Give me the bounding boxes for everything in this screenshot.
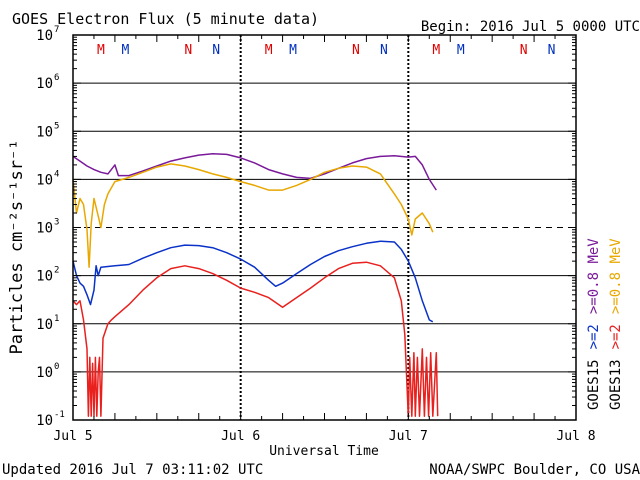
x-axis-ticks: Jul 5 Jul 6 Jul 7 Jul 8 <box>53 35 596 444</box>
mn-marker: M <box>457 43 465 58</box>
y-tick-label: 10 <box>36 76 53 92</box>
series-group <box>72 153 439 417</box>
mn-marker: M <box>97 43 105 58</box>
x-tick-label: Jul 6 <box>221 429 260 444</box>
series-line <box>72 261 439 417</box>
plot-frame <box>72 34 577 421</box>
mn-marker: N <box>184 43 192 58</box>
right-legend: GOES15 >=2 >=0.8 MeV GOES13 >=2 >=0.8 MeV <box>586 238 624 410</box>
y-tick-exponent: 5 <box>54 121 59 131</box>
legend-column: GOES13 >=2 >=0.8 MeV <box>608 238 624 410</box>
begin-label: Begin: 2016 Jul 5 0000 UTC <box>421 19 640 35</box>
y-tick-exponent: 1 <box>54 314 59 324</box>
y-tick-label: 10 <box>36 221 53 237</box>
mn-marker: N <box>212 43 220 58</box>
mn-marker: M <box>265 43 273 58</box>
legend-label: GOES13 <box>608 359 624 410</box>
y-tick-exponent: 0 <box>54 362 59 372</box>
mn-marker: N <box>548 43 556 58</box>
x-tick-label: Jul 7 <box>389 429 428 444</box>
legend-label: GOES15 <box>586 359 602 410</box>
credit-label: NOAA/SWPC Boulder, CO USA <box>429 462 640 478</box>
y-tick-exponent: 3 <box>54 218 59 228</box>
series-line <box>72 240 434 323</box>
grid-lines <box>73 35 576 420</box>
updated-timestamp: Updated 2016 Jul 7 03:11:02 UTC <box>2 462 263 478</box>
y-tick-label: 10 <box>36 124 53 140</box>
x-tick-label: Jul 8 <box>556 429 595 444</box>
y-tick-exponent: 4 <box>54 169 59 179</box>
y-tick-label: 10 <box>36 413 53 429</box>
mn-marker: N <box>380 43 388 58</box>
legend-label: >=2 <box>608 324 624 349</box>
y-tick-label: 10 <box>36 172 53 188</box>
mn-marker: M <box>432 43 440 58</box>
y-tick-exponent: 6 <box>54 73 59 83</box>
x-axis-label: Universal Time <box>269 444 379 459</box>
mn-marker: M <box>289 43 297 58</box>
y-tick-exponent: -1 <box>54 410 65 420</box>
legend-label: >=2 <box>586 324 602 349</box>
y-tick-label: 10 <box>36 365 53 381</box>
y-tick-label: 10 <box>36 28 53 44</box>
y-tick-label: 10 <box>36 317 53 333</box>
series-line <box>72 153 437 191</box>
y-tick-exponent: 7 <box>54 25 59 35</box>
series-line <box>72 163 434 268</box>
x-tick-label: Jul 5 <box>53 429 92 444</box>
legend-column: GOES15 >=2 >=0.8 MeV <box>586 238 602 410</box>
y-axis-label: Particles cm⁻²s⁻¹sr⁻¹ <box>7 140 27 355</box>
mn-marker: N <box>352 43 360 58</box>
y-tick-exponent: 2 <box>54 266 59 276</box>
y-tick-label: 10 <box>36 269 53 285</box>
legend-label: >=0.8 MeV <box>608 238 624 314</box>
legend-label: >=0.8 MeV <box>586 238 602 314</box>
mn-marker: N <box>520 43 528 58</box>
chart-title: GOES Electron Flux (5 minute data) <box>12 10 319 28</box>
mn-marker: M <box>121 43 129 58</box>
